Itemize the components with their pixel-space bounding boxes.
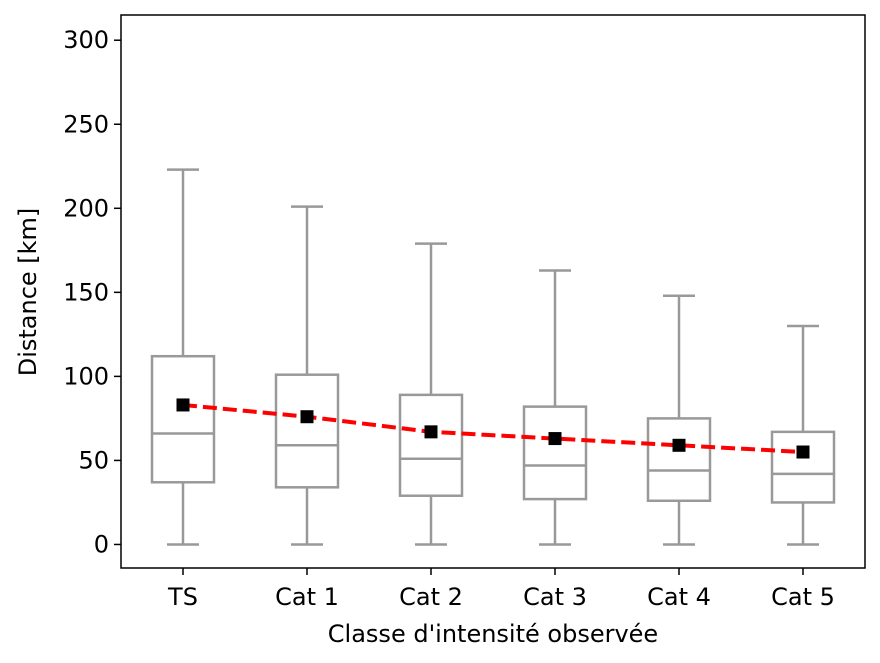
box-cat-5 <box>770 324 836 546</box>
iqr-box <box>274 373 340 489</box>
y-axis: 0 50 100 150 200 250 300 <box>63 26 121 558</box>
x-tick-label: Cat 2 <box>399 583 463 611</box>
mean-marker <box>300 410 314 424</box>
mean-marker <box>424 425 438 439</box>
y-tick-label: 300 <box>63 26 109 54</box>
x-axis-label: Classe d'intensité observée <box>328 620 658 648</box>
y-tick-label: 0 <box>94 530 109 558</box>
x-axis: TS Cat 1 Cat 2 Cat 3 Cat 4 Cat 5 <box>167 568 835 611</box>
box-cat-4 <box>646 294 712 546</box>
x-tick-label: TS <box>167 583 198 611</box>
mean-trend-line <box>182 402 804 455</box>
iqr-box <box>150 354 216 484</box>
y-axis-label: Distance [km] <box>14 208 42 377</box>
box-cat-1 <box>274 205 340 546</box>
y-tick-label: 200 <box>63 194 109 222</box>
box-cat-2 <box>398 242 464 546</box>
y-tick-label: 150 <box>63 278 109 306</box>
x-tick-label: Cat 3 <box>523 583 587 611</box>
mean-marker <box>176 398 190 412</box>
y-tick-label: 50 <box>78 446 109 474</box>
box-cat-3 <box>522 269 588 546</box>
iqr-box <box>398 393 464 497</box>
y-tick-label: 100 <box>63 362 109 390</box>
x-tick-label: Cat 1 <box>275 583 339 611</box>
boxes-layer <box>150 168 836 546</box>
y-tick-label: 250 <box>63 110 109 138</box>
iqr-box <box>646 417 712 503</box>
iqr-box <box>770 430 836 504</box>
plot-area <box>120 14 866 569</box>
mean-marker <box>672 438 686 452</box>
mean-marker <box>796 445 810 459</box>
box-ts <box>150 168 216 546</box>
mean-marker <box>548 432 562 446</box>
x-tick-label: Cat 4 <box>647 583 711 611</box>
mean-layer <box>176 398 810 459</box>
iqr-box <box>522 405 588 501</box>
x-tick-label: Cat 5 <box>771 583 835 611</box>
